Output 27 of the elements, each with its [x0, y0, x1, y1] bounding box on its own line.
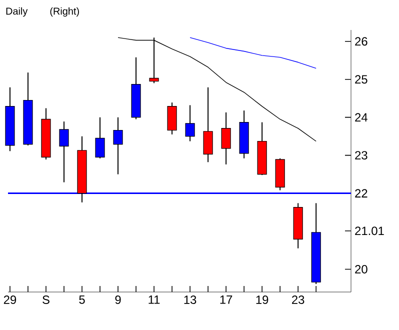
line-series [190, 37, 316, 69]
x-tick-label: 13 [184, 296, 196, 304]
x-tick-label: 17 [220, 296, 232, 304]
x-tick-label: 29 [4, 296, 16, 304]
y-tick-label: 25 [355, 75, 368, 84]
y-tick-label: 20 [355, 264, 368, 274]
candlestick [221, 112, 231, 165]
candlestick [95, 116, 105, 159]
candlestick [167, 102, 177, 135]
x-tick-label: 5 [79, 296, 85, 304]
chart-title: Daily [6, 7, 28, 17]
chart-subtitle: (Right) [50, 7, 79, 17]
x-tick-label: 11 [148, 296, 160, 304]
candlestick [59, 121, 69, 183]
candlestick [203, 86, 213, 163]
y-tick-label: 21.01 [355, 226, 384, 236]
x-tick-label: 19 [256, 296, 268, 304]
y-tick-label: 24 [355, 113, 368, 122]
line-series [118, 37, 316, 142]
x-tick-label: 23 [292, 296, 304, 304]
candlestick [113, 116, 123, 175]
x-tick-label: 9 [115, 296, 121, 304]
y-tick-label: 22 [355, 189, 368, 198]
x-tick-label: S [42, 296, 50, 304]
y-tick-label: 23 [355, 151, 368, 160]
y-tick-label: 26 [355, 37, 368, 46]
candlestick [185, 104, 195, 142]
